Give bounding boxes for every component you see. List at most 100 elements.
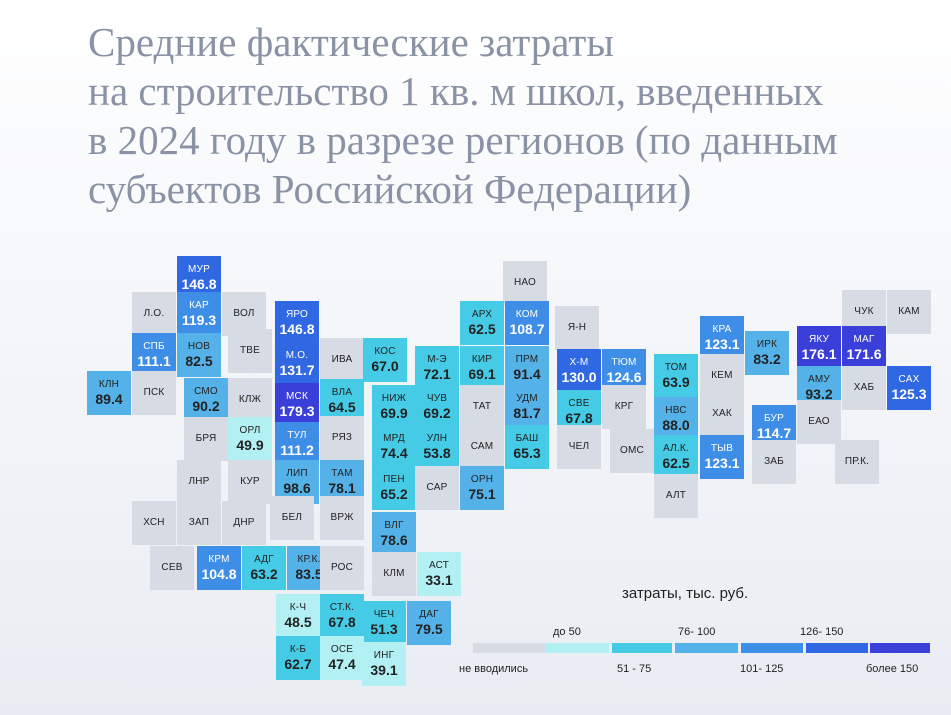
region-value: 179.3 [279,403,315,419]
region-code: ХАБ [853,382,875,393]
region-tile: ЕАО [797,400,841,444]
region-code: ДНР [233,517,255,528]
region-tile: ХСН [132,501,176,545]
region-value: 111.2 [280,442,314,458]
region-value: 83.5 [295,566,323,582]
region-tile: СТ.К. 67.8 [320,594,364,638]
region-code: ЧУВ [426,393,448,404]
region-code: АДГ [254,554,274,565]
region-tile: САМ [460,425,504,469]
region-value: 104.8 [201,566,237,582]
legend-swatch [806,643,868,653]
region-code: СТ.К. [329,602,355,613]
legend-swatch [870,643,930,653]
region-code: КЛЖ [238,394,262,405]
region-tile: КУР [228,460,272,504]
region-tile: ОРН 75.1 [460,466,504,510]
region-code: М.О. [285,350,309,361]
region-tile: БРЯ [184,417,228,461]
legend-label: до 50 [553,626,581,638]
region-value: 75.1 [468,486,496,502]
region-value: 89.4 [95,391,123,407]
region-code: МСК [286,391,308,402]
region-tile: ЗАБ [752,440,796,484]
region-tile: САХ 125.3 [887,366,931,410]
region-code: К-Ч [289,602,307,613]
region-value: 62.5 [468,321,496,337]
region-code: ЯРО [285,309,309,320]
region-code: НАО [513,277,537,288]
region-value: 124.6 [606,369,642,385]
region-tile: АЛ.К. 62.5 [654,435,698,479]
region-value: 67.8 [565,410,593,426]
legend-title: затраты, тыс. руб. [622,585,749,602]
region-code: СЕВ [161,562,183,573]
region-value: 74.4 [380,445,408,461]
region-code: АСТ [428,560,450,571]
region-value: 53.8 [423,445,451,461]
region-code: ВРЖ [330,512,354,523]
region-tile: СЕВ [150,546,194,590]
region-code: ИРК [756,339,778,350]
region-value: 123.1 [704,455,740,471]
region-tile: ПР.К. [835,440,879,484]
region-tile: КРА 123.1 [700,316,744,360]
legend-label: не вводились [459,663,529,675]
region-code: ТВЕ [239,345,261,356]
region-code: КУР [240,476,260,487]
region-value: 82.5 [185,353,213,369]
region-tile: ЧЕЛ [557,425,601,469]
region-code: ОРЛ [239,425,261,436]
region-code: ХАК [712,408,732,419]
region-code: БАШ [515,433,539,444]
region-code: КЛН [98,379,120,390]
region-code: ХСН [143,517,165,528]
region-tile: АЛТ [654,474,698,518]
region-code: КЛМ [383,568,405,579]
region-tile: ОРЛ 49.9 [228,417,272,461]
region-tile: БЕЛ [270,496,314,540]
region-tile: ЧУВ 69.2 [415,385,459,429]
title-line-1: Средние фактические затраты [88,19,614,65]
legend-label: 51 - 75 [617,663,652,675]
region-tile: СМО 90.2 [184,378,228,422]
region-tile: ЗАП [177,501,221,545]
region-tile: УЛН 53.8 [415,425,459,469]
region-tile: КАМ [887,290,931,334]
region-code: КОС [374,346,396,357]
region-tile: ПРМ 91.4 [505,346,549,390]
region-value: 51.3 [370,621,398,637]
region-code: КР.К. [297,554,321,565]
region-tile: ПЕН 65.2 [372,466,416,510]
region-tile: КАР 119.3 [177,292,221,336]
region-value: 93.2 [805,386,833,402]
region-tile: ИРК 83.2 [745,331,789,375]
region-value: 81.7 [513,405,541,421]
region-tile: ТОМ 63.9 [654,354,698,398]
region-tile: ТАТ [460,385,504,429]
region-value: 62.7 [284,656,312,672]
region-code: СПБ [143,341,165,352]
region-value: 111.1 [137,353,171,369]
region-tile: ПСК [132,371,176,415]
region-value: 83.2 [753,351,781,367]
region-tile: ИНГ 39.1 [362,642,406,686]
region-tile: КЛЖ [228,378,272,422]
region-tile: ЯКУ 176.1 [797,326,841,370]
title-line-3: в 2024 году в разрезе регионов (по данны… [88,117,838,163]
region-code: ТУЛ [287,430,307,441]
region-value: 67.8 [328,614,356,630]
region-tile: МСК 179.3 [275,383,319,427]
region-value: 65.2 [380,486,408,502]
region-tile: МРД 74.4 [372,425,416,469]
region-tile: ДНР [222,501,266,545]
region-code: НИЖ [381,393,407,404]
region-tile: РЯЗ [320,416,364,460]
region-tile: МАГ 171.6 [842,326,886,370]
region-value: 90.2 [192,398,220,414]
region-tile: К-Ч 48.5 [276,594,320,638]
region-value: 91.4 [513,366,541,382]
region-tile: ТВЕ [228,329,272,373]
region-code: ВЛГ [384,520,404,531]
